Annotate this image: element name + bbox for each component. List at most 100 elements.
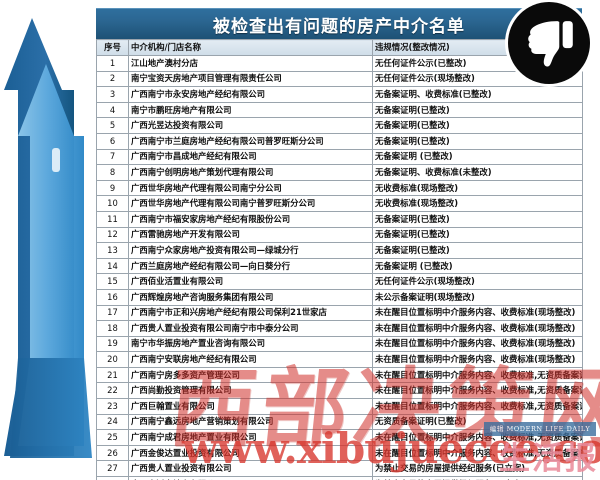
agency-violation-table: 序号 中介机构/门店名称 违规情况(整改情况) 1 江山地产澳村分店 无任何证件公示… (96, 39, 583, 480)
table-row: 4 南宁市鹏旺房地产有限公司 无备案证明(已整改) (96, 101, 583, 119)
cell-index: 8 (96, 164, 129, 181)
cell-agency-name: 广西南宁市昌成地产经纪有限公司 (128, 148, 373, 166)
cell-violation: 未在醒目位置标明中介服务内容、收费标准,无资质备案证明(已整改) (372, 444, 583, 462)
cell-violation: 无收费标准(现场整改) (372, 179, 583, 197)
cell-violation: 无收费标准(现场整改) (372, 195, 583, 212)
cell-violation: 无备案证明 (已整改) (372, 257, 583, 275)
cell-agency-name: 广西南宁市正和兴房地产经纪有限公司保利21世家店 (128, 304, 373, 322)
cell-index: 23 (96, 398, 129, 415)
cell-violation: 未在醒目位置标明中介服务内容、收费标准,无资质备案证明(已整改) (372, 382, 583, 400)
cell-index: 2 (96, 70, 129, 88)
cell-index: 13 (96, 242, 129, 259)
cell-index: 27 (96, 460, 129, 478)
cell-agency-name: 南宁市华振房地产置业咨询有限公司 (128, 335, 373, 353)
table-row: 27 广西贵人置业投资有限公司 为禁止交易的房屋提供经纪服务(已立案) (96, 460, 583, 478)
table-row: 17 广西南宁市正和兴房地产经纪有限公司保利21世家店 未在醒目位置标明中介服务内容… (96, 304, 583, 322)
cell-violation: 无备案证明、收费标准(已整改) (372, 86, 583, 103)
cell-index: 19 (96, 335, 129, 353)
cell-violation: 无备案证明、收费标准(未整改) (372, 164, 583, 181)
cell-violation: 无备案证明(已整改) (372, 101, 583, 119)
cell-violation: 未在醒目位置标明中介服务内容、收费标准(现场整改) (372, 304, 583, 322)
cell-violation: 未在醒目位置标明中介服务内容、收费标准,无资质备案证明(已整改) (372, 398, 583, 415)
cell-index: 3 (96, 86, 129, 103)
cell-agency-name: 广西巨翰置业有限公司 (128, 398, 373, 415)
table-row: 8 广西南宁创明房地产策划代理有限公司 无备案证明、收费标准(未整改) (96, 164, 583, 181)
cell-agency-name: 南宁市鹏旺房地产有限公司 (128, 101, 373, 119)
cell-index: 14 (96, 257, 129, 275)
cell-agency-name: 广西南宁众家房地产投资有限公司—绿城分行 (128, 242, 373, 259)
table-row: 7 广西南宁市昌成地产经纪有限公司 无备案证明 (已整改) (96, 148, 583, 166)
cell-index: 26 (96, 444, 129, 462)
cell-index: 28 (96, 476, 129, 480)
table-row: 28广西中沃房地产有限公司为禁止交易的房屋提供经纪服务(已立案) (96, 476, 583, 480)
table-row: 15 广西佰业活置业有限公司 无任何证件公示(现场整改) (96, 273, 583, 290)
cell-index: 24 (96, 413, 129, 431)
cell-agency-name: 广西南宁安联房地产经纪有限公司 (128, 351, 373, 368)
cell-agency-name: 广西金俊达置业投资有限公司 (128, 444, 373, 462)
cell-index: 16 (96, 288, 129, 306)
cell-agency-name: 广西尚勤投资管理有限公司 (128, 382, 373, 400)
cell-index: 20 (96, 351, 129, 368)
table-row: 21 广西南宁房多多资产管理公司 未在醒目位置标明中介服务内容、收费标准,无资质备案… (96, 366, 583, 384)
cell-index: 7 (96, 148, 129, 166)
cell-agency-name: 广西贵人置业投资有限公司南宁市中泰分公司 (128, 320, 373, 337)
panel-title-bar: 被检查出有问题的房产中介名单 (96, 8, 582, 39)
table-row: 18 广西贵人置业投资有限公司南宁市中泰分公司 未在醒目位置标明中介服务内容、收费标… (96, 320, 583, 337)
cell-agency-name: 广西佰业活置业有限公司 (128, 273, 373, 290)
cell-violation: 未公示备案证明(现场整改) (372, 288, 583, 306)
table-row: 10 广西世华房地产代理有限公司南宁普罗旺斯分公司 无收费标准(现场整改) (96, 195, 583, 212)
cell-index: 21 (96, 366, 129, 384)
cell-index: 9 (96, 179, 129, 197)
cell-index: 12 (96, 226, 129, 244)
table-row: 6 广西南宁市兰庭房地产经纪有限公司普罗旺斯分公司 无备案证明(已整改) (96, 132, 583, 150)
table-row: 13 广西南宁众家房地产投资有限公司—绿城分行 无备案证明(已整改) (96, 242, 583, 259)
table-row: 23广西巨翰置业有限公司未在醒目位置标明中介服务内容、收费标准,无资质备案证明(… (96, 398, 583, 415)
cell-violation: 无备案证明(已整改) (372, 117, 583, 134)
thumbs-down-badge (508, 2, 590, 84)
cell-index: 4 (96, 101, 129, 119)
cell-index: 10 (96, 195, 129, 212)
cell-violation: 无备案证明(已整改) (372, 132, 583, 150)
cell-violation: 未在醒目位置标明中介服务内容、收费标准,无资质备案证明(已整改) (372, 429, 583, 446)
cell-violation: 无备案证明(已整改) (372, 242, 583, 259)
col-header-index: 序号 (96, 39, 129, 56)
cell-violation: 无任何证件公示(现场整改) (372, 273, 583, 290)
cell-agency-name: 广西雷驰房地产开发有限公司 (128, 226, 373, 244)
thumbs-down-icon (528, 21, 573, 67)
cell-agency-name: 广西兰庭房地产经纪有限公司—向日葵分行 (128, 257, 373, 275)
cell-agency-name: 广西光昱达投资有限公司 (128, 117, 373, 134)
cell-agency-name: 广西中沃房地产有限公司 (128, 476, 373, 480)
cell-violation: 无备案证明(已整改) (372, 226, 583, 244)
list-panel: 被检查出有问题的房产中介名单 序号 中介机构/门店名称 违规情况(整改情况) 1… (96, 8, 583, 480)
cell-index: 22 (96, 382, 129, 400)
cell-agency-name: 广西世华房地产代理有限公司南宁分公司 (128, 179, 373, 197)
cell-violation: 为禁止交易的房屋提供经纪服务(已立案) (372, 460, 583, 478)
cell-index: 5 (96, 117, 129, 134)
cell-agency-name: 广西辉煌房地产咨询服务集团有限公司 (128, 288, 373, 306)
cell-agency-name: 广西南宁成君房地产置业有限公司 (128, 429, 373, 446)
cell-agency-name: 广西南宁市福安家房地产经纪有限股份公司 (128, 210, 373, 228)
table-row: 22广西尚勤投资管理有限公司未在醒目位置标明中介服务内容、收费标准,无资质备案证… (96, 382, 583, 400)
table-row: 19 南宁市华振房地产置业咨询有限公司 未在醒目位置标明中介服务内容、收费标准(现场… (96, 335, 583, 353)
table-row: 11 广西南宁市福安家房地产经纪有限股份公司 无备案证明(已整改) (96, 210, 583, 228)
cell-index: 25 (96, 429, 129, 446)
table-row: 25 广西南宁成君房地产置业有限公司 未在醒目位置标明中介服务内容、收费标准,无资质… (96, 429, 583, 446)
cell-violation: 为禁止交易的房屋提供经纪服务(已立案) (372, 476, 583, 480)
up-arrow-graphic (0, 6, 112, 476)
cell-agency-name: 广西南宁市兰庭房地产经纪有限公司普罗旺斯分公司 (128, 132, 373, 150)
table-row: 5 广西光昱达投资有限公司 无备案证明(已整改) (96, 117, 583, 134)
table-row: 24 广西南宁鑫远房地产营销策划有限公司 无资质备案证明(已整改) (96, 413, 583, 431)
cell-index: 18 (96, 320, 129, 337)
table-row: 3 广西南宁市永安房地产经纪有限公司 无备案证明、收费标准(已整改) (96, 86, 583, 103)
cell-agency-name: 广西南宁鑫远房地产营销策划有限公司 (128, 413, 373, 431)
page-title: 被检查出有问题的房产中介名单 (213, 17, 465, 37)
cell-agency-name: 广西贵人置业投资有限公司 (128, 460, 373, 478)
cell-index: 6 (96, 132, 129, 150)
table-row: 16 广西辉煌房地产咨询服务集团有限公司 未公示备案证明(现场整改) (96, 288, 583, 306)
table-row: 14 广西兰庭房地产经纪有限公司—向日葵分行 无备案证明 (已整改) (96, 257, 583, 275)
table-row: 20 广西南宁安联房地产经纪有限公司 未在醒目位置标明中介服务内容、收费标准(现场整… (96, 351, 583, 368)
cell-violation: 无资质备案证明(已整改) (372, 413, 583, 431)
cell-index: 17 (96, 304, 129, 322)
table-row: 9 广西世华房地产代理有限公司南宁分公司 无收费标准(现场整改) (96, 179, 583, 197)
table-row: 2 南宁宝资天房地产项目管理有限责任公司 无任何证件公示(现场整改) (96, 70, 583, 88)
